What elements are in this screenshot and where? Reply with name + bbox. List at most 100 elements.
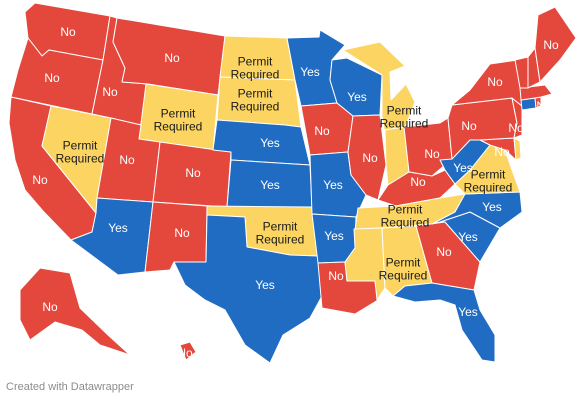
state-label-line: Yes [453, 161, 473, 175]
state-label-line: No [487, 75, 503, 89]
state-label-line: Permit [387, 104, 422, 118]
state-label-tn: Permit Required [381, 203, 430, 230]
state-label-line: No [362, 151, 378, 165]
state-label-line: Permit [63, 139, 98, 153]
state-label-line: No [328, 269, 344, 283]
state-label-line: No [102, 85, 118, 99]
state-label-la: No [328, 269, 344, 283]
state-label-mo: Yes [323, 178, 343, 192]
state-label-me: No [543, 38, 559, 52]
state-label-hi: No [177, 346, 193, 360]
state-label-line: Yes [458, 230, 478, 244]
state-ga [415, 221, 481, 291]
state-label-line: No [436, 245, 452, 259]
state-label-az: Yes [108, 221, 128, 235]
state-il [347, 114, 387, 201]
state-label-line: Yes [482, 200, 502, 214]
state-label-ne: Yes [260, 136, 280, 150]
state-label-line: Yes [458, 305, 478, 319]
state-label-line: Required [379, 269, 428, 283]
state-fl [392, 282, 496, 363]
state-ma [519, 84, 553, 101]
state-label-line: No [164, 51, 180, 65]
state-label-line: Required [380, 117, 429, 131]
state-label-ak: No [42, 300, 58, 314]
state-label-line: Permit [471, 168, 506, 182]
state-label-line: Yes [324, 229, 344, 243]
state-label-line: Yes [108, 221, 128, 235]
state-label-line: Yes [300, 65, 320, 79]
state-mi [342, 41, 416, 136]
state-label-co: No [185, 166, 201, 180]
state-me [534, 6, 577, 83]
state-label-line: Required [381, 216, 430, 230]
state-label-line: No [410, 175, 426, 189]
state-label-mi: Permit Required [380, 104, 429, 131]
state-label-line: Yes [323, 178, 343, 192]
state-label-line: No [185, 166, 201, 180]
state-label-nj: No [508, 121, 524, 135]
state-label-line: Required [231, 100, 280, 114]
state-label-or: No [44, 71, 60, 85]
state-label-line: No [494, 145, 510, 159]
state-label-line: Permit [238, 55, 273, 69]
state-label-id: No [102, 85, 118, 99]
state-label-line: Required [256, 233, 305, 247]
datawrapper-credit: Created with Datawrapper [6, 381, 134, 393]
state-label-mt: No [164, 51, 180, 65]
state-label-line: No [424, 147, 440, 161]
state-label-wv: Yes [453, 161, 473, 175]
state-label-ca: No [32, 173, 48, 187]
state-label-line: No [508, 121, 524, 135]
state-label-line: No [60, 25, 76, 39]
state-label-line: Required [154, 120, 203, 134]
state-label-line: Permit [161, 107, 196, 121]
state-label-oh: No [424, 147, 440, 161]
state-label-ok: Permit Required [256, 220, 305, 247]
state-label-ny: No [487, 75, 503, 89]
state-label-line: No [543, 38, 559, 52]
state-label-mn: Yes [300, 65, 320, 79]
state-label-nm: No [174, 226, 190, 240]
state-label-il: No [362, 151, 378, 165]
state-label-line: No [536, 99, 552, 113]
state-label-sc: Yes [458, 230, 478, 244]
state-label-nc: Yes [482, 200, 502, 214]
state-de [513, 137, 522, 161]
state-label-line: Required [56, 152, 105, 166]
state-hi [179, 341, 197, 361]
state-label-fl: Yes [458, 305, 478, 319]
state-label-line: Required [231, 68, 280, 82]
state-label-ut: No [119, 153, 135, 167]
state-label-line: Yes [260, 178, 280, 192]
state-label-line: Permit [388, 203, 423, 217]
state-label-md: No [494, 145, 510, 159]
state-label-line: Permit [386, 256, 421, 270]
state-label-nd: Permit Required [231, 55, 280, 82]
state-label-line: No [177, 346, 193, 360]
state-label-line: No [461, 119, 477, 133]
state-label-ia: No [314, 124, 330, 138]
state-label-wa: No [60, 25, 76, 39]
state-label-ky: No [410, 175, 426, 189]
state-tx [173, 214, 323, 364]
state-label-line: No [42, 300, 58, 314]
state-label-line: Yes [255, 278, 275, 292]
state-label-ga: No [436, 245, 452, 259]
state-label-line: Permit [238, 87, 273, 101]
state-label-nv: Permit Required [56, 139, 105, 166]
state-label-line: No [314, 124, 330, 138]
state-label-ks: Yes [260, 178, 280, 192]
state-label-wi: Yes [347, 90, 367, 104]
state-label-line: Yes [347, 90, 367, 104]
state-label-va: Permit Required [464, 168, 513, 195]
state-label-line: Permit [263, 220, 298, 234]
state-label-line: No [44, 71, 60, 85]
state-label-line: No [174, 226, 190, 240]
state-label-ar: Yes [324, 229, 344, 243]
state-label-tx: Yes [255, 278, 275, 292]
state-label-line: Yes [260, 136, 280, 150]
state-label-line: No [119, 153, 135, 167]
state-label-ct: No [536, 99, 552, 113]
